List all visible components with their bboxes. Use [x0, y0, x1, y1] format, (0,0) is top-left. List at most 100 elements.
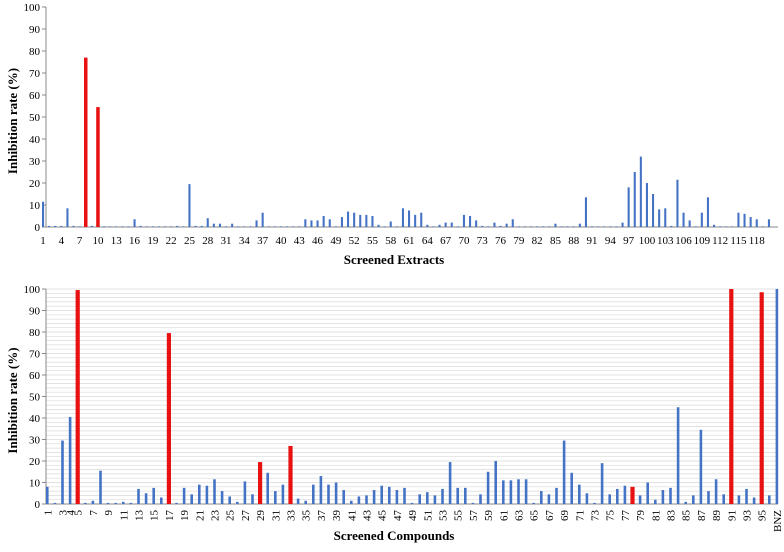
x-tick-label: 17: [164, 510, 176, 522]
bar-47: [322, 216, 325, 227]
bar-22: [170, 226, 173, 227]
bar-75: [493, 222, 496, 227]
x-tick-label: 7: [88, 510, 100, 516]
bar-27: [243, 481, 247, 504]
bar-112: [719, 226, 722, 227]
bar-63: [420, 212, 423, 227]
bar-94: [752, 497, 756, 504]
bar-72: [475, 220, 478, 227]
bar-38: [327, 484, 330, 504]
y-tick-label: 50: [29, 112, 41, 124]
x-tick-label: 51: [422, 510, 434, 521]
bar-63: [517, 479, 520, 504]
bar-76: [499, 225, 502, 227]
x-tick-label: 69: [559, 510, 571, 522]
bar-15: [152, 487, 155, 504]
bar-2: [48, 225, 51, 227]
bar-9: [90, 225, 93, 227]
bar-15: [127, 226, 130, 227]
bar-90: [722, 494, 725, 504]
bar-68: [555, 487, 558, 504]
x-tick-label: 83: [666, 510, 678, 522]
bar-88: [572, 226, 575, 227]
bar-54: [365, 214, 368, 227]
x-tick-label: 33: [286, 510, 298, 522]
bar-45: [310, 220, 313, 227]
bar-82: [661, 490, 665, 504]
x-tick-label: 37: [257, 235, 269, 247]
bar-92: [737, 495, 741, 504]
bar-31: [274, 491, 277, 504]
bar-59: [486, 471, 490, 504]
x-tick-label: 1: [42, 510, 54, 516]
bar-64: [426, 224, 429, 227]
bar-7: [91, 500, 95, 504]
bar-78: [630, 486, 635, 504]
bar-4: [60, 225, 63, 227]
bar-12: [129, 502, 133, 504]
bar-120: [767, 219, 770, 227]
x-tick-label: 67: [544, 510, 556, 522]
bar-16: [160, 497, 163, 504]
bar-54: [448, 462, 452, 504]
bar-24: [182, 226, 185, 227]
bar-74: [487, 226, 490, 227]
bar-56: [377, 224, 380, 227]
x-tick-label: 10: [92, 235, 104, 247]
bar-20: [190, 494, 193, 504]
x-tick-label: 87: [696, 510, 708, 522]
bar-68: [450, 222, 453, 227]
x-tick-label: 81: [650, 510, 662, 521]
x-tick-label: 103: [657, 235, 674, 247]
x-tick-label: 4: [59, 235, 65, 247]
bar-50: [340, 217, 343, 227]
x-tick-label: 59: [483, 510, 495, 522]
x-tick-label: 29: [255, 510, 267, 522]
x-tick-label: 25: [184, 235, 196, 247]
x-tick-label: 23: [210, 510, 222, 522]
bar-60: [494, 461, 497, 504]
bar-58: [389, 221, 392, 227]
y-tick-label: 30: [29, 435, 41, 447]
x-tick-label: BNZ: [772, 510, 784, 532]
bar-79: [517, 226, 520, 227]
bar-103: [664, 208, 667, 227]
x-tick-label: 77: [620, 510, 632, 522]
x-tick-label: 5: [73, 510, 85, 516]
bar-19: [151, 226, 154, 227]
bar-23: [213, 479, 216, 504]
x-tick-label: 22: [166, 235, 177, 247]
bar-29: [212, 223, 215, 227]
bar-85: [554, 223, 557, 227]
x-tick-label: 9: [103, 510, 115, 516]
bar-100: [645, 183, 648, 227]
x-tick-label: 65: [529, 510, 541, 522]
x-tick-label: 27: [240, 510, 252, 522]
y-tick-label: 20: [29, 178, 41, 190]
y-tick-label: 10: [29, 200, 41, 212]
bar-24: [220, 491, 224, 504]
x-tick-label: 13: [111, 235, 123, 247]
x-tick-label: 25: [225, 510, 237, 522]
x-tick-label: 3: [58, 510, 70, 516]
bar-116: [743, 213, 746, 227]
bar-62: [509, 480, 513, 504]
bar-34: [243, 226, 246, 227]
bar-102: [658, 209, 661, 227]
x-tick-label: 15: [149, 510, 161, 522]
x-tick-label: 28: [202, 235, 214, 247]
bar-17: [166, 333, 171, 504]
bar-101: [652, 194, 655, 227]
bar-1: [46, 486, 49, 504]
bar-93: [745, 488, 748, 504]
bar-92: [597, 226, 600, 227]
x-tick-label: 89: [711, 510, 723, 522]
x-tick-label: 75: [605, 510, 617, 522]
x-tick-label: 85: [681, 510, 693, 522]
bar-46: [388, 486, 391, 504]
x-tick-label: 34: [239, 235, 251, 247]
bar-67: [444, 222, 447, 227]
bar-89: [714, 479, 718, 504]
x-tick-label: 112: [712, 235, 728, 247]
